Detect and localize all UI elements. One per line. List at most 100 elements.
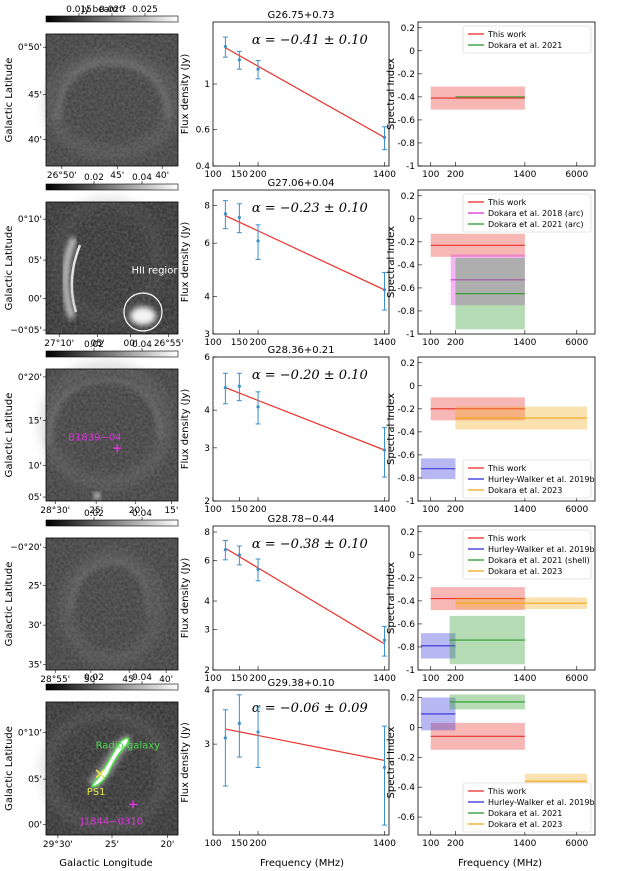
data-point: [382, 638, 387, 642]
index-ytick-label: 0.2: [401, 693, 415, 703]
image-xtick-label: 05': [91, 339, 105, 349]
data-point: [237, 215, 241, 220]
flux-ytick-label: 2: [204, 666, 210, 676]
image-ytick-label: 15': [28, 416, 42, 426]
flux-ytick-label: 4: [204, 597, 210, 607]
legend-label: Dokara et al. 2023: [488, 820, 562, 829]
image-annotation: PS1: [87, 787, 106, 798]
data-point: [256, 730, 260, 734]
index-frame: [417, 189, 596, 335]
image-xtick-label: 29°30': [43, 840, 73, 850]
image-ytick-label: 0°10': [18, 729, 42, 739]
index-ytick-label: -0.4: [397, 93, 415, 103]
index-panel-1: 100 200 1400 6000 -1 -0.8 -0.6 -0.4 -0.2 0 0.2 Spec…: [386, 21, 596, 180]
flux-ytick-label: 4: [204, 406, 210, 416]
flux-xtick-label: 1400: [373, 338, 396, 348]
image-frame: [45, 33, 179, 167]
index-xtick-label: 100: [422, 839, 439, 849]
index-ytick-label: 0: [409, 723, 415, 733]
index-xtick-label: 6000: [565, 170, 588, 180]
index-panel-5: 100 200 1400 6000 -0.6 -0.4 -0.2 0 0.2 Spectral I…: [386, 689, 596, 849]
index-ytick-label: 0: [409, 551, 415, 561]
fit-line: [225, 547, 385, 645]
colorbar-tick-label: 0.04: [132, 509, 152, 519]
flux-xtick-label: 1400: [373, 505, 396, 515]
data-point: [223, 736, 227, 740]
index-ytick-label: -0.8: [397, 643, 415, 653]
index-xtick-label: 1400: [513, 338, 536, 348]
legend-box: [462, 193, 592, 233]
flux-ytick-label: 6: [204, 353, 210, 363]
flux-xtick-label: 100: [204, 674, 221, 684]
index-ytick-label: -1: [406, 666, 415, 676]
index-ytick-label: -0.6: [397, 451, 415, 461]
legend-label: Dokara et al. 2021: [488, 41, 562, 50]
index-xtick-label: 1400: [513, 839, 536, 849]
legend-label: Dokara et al. 2018 (arc): [488, 209, 584, 218]
index-ytick-label: 0: [409, 47, 415, 57]
fit-line: [225, 728, 385, 762]
index-ytick-label: -0.8: [397, 307, 415, 317]
colorbar-tick-label: 0.020: [99, 5, 125, 15]
image-panel-5: 0.02 0.04 Radio galaxy PS1 J1844−0310 29°30'…: [4, 673, 179, 850]
flux-ylabel: Flux density (Jy): [180, 389, 191, 470]
colorbar: [45, 183, 179, 191]
flux-ytick-label: 3: [204, 740, 210, 750]
legend-label: This work: [487, 464, 527, 473]
flux-frame: [212, 21, 390, 167]
index-xtick-label: 6000: [565, 338, 588, 348]
index-xtick-label: 100: [422, 505, 439, 515]
index-ytick-label: -1: [406, 330, 415, 340]
index-xtick-label: 100: [422, 170, 439, 180]
flux-xtick-label: 150: [231, 170, 248, 180]
source-marker: [113, 444, 122, 453]
colorbar: [45, 350, 179, 358]
image-frame: [45, 537, 179, 671]
index-ytick-label: -0.4: [397, 597, 415, 607]
index-ytick-label: 0.2: [401, 24, 415, 34]
flux-ylabel: Flux density (Jy): [180, 558, 191, 639]
flux-ytick-label: 3: [204, 626, 210, 636]
flux-xtick-label: 1400: [373, 170, 396, 180]
image-ylabel: Galactic Latitude: [4, 726, 15, 811]
colorbar-tick-label: 0.04: [132, 173, 152, 183]
colorbar-tick-label: 0.04: [132, 673, 152, 683]
flux-frame: [212, 525, 390, 671]
index-ytick-label: -0.4: [397, 783, 415, 793]
index-panel-2: 100 200 1400 6000 -1 -0.8 -0.6 -0.4 -0.2 0 0.2 Spec…: [386, 189, 596, 348]
flux-xtick-label: 200: [249, 839, 266, 849]
index-ytick-label: -0.6: [397, 284, 415, 294]
image-xlabel: Galactic Longitude: [59, 858, 152, 869]
flux-frame: [212, 189, 390, 335]
colorbar-tick-label: 0.02: [84, 673, 104, 683]
legend-label: Dokara et al. 2021: [488, 809, 562, 818]
index-xtick-label: 1400: [513, 505, 536, 515]
flux-ytick-label: 8: [204, 528, 210, 538]
image-xtick-label: 45': [122, 675, 136, 685]
index-frame: [417, 356, 596, 502]
image-ytick-label: 0°50': [18, 43, 42, 53]
image-ytick-label: 0°20': [18, 373, 42, 383]
colorbar-tick-label: 0.02: [84, 340, 104, 350]
flux-title: G29.38+0.10: [267, 678, 334, 689]
index-ytick-label: 0.2: [401, 192, 415, 202]
image-panel-2: 0.02 0.04 HII region 27°10' 05' 00' 26°55' 0°1…: [4, 173, 184, 349]
flux-ylabel: Flux density (Jy): [180, 722, 191, 803]
image-xtick-label: 15': [164, 506, 178, 516]
flux-ytick-label: 0.6: [196, 126, 211, 136]
image-annotation: HII region: [131, 265, 179, 276]
legend-label: Hurley-Walker et al. 2019b: [488, 475, 595, 484]
flux-ytick-label: 2: [204, 497, 210, 507]
image-ylabel: Galactic Latitude: [4, 562, 15, 647]
index-xtick-label: 200: [447, 505, 464, 515]
colorbar-tick-label: 0.04: [132, 340, 152, 350]
index-ytick-label: -0.2: [397, 70, 415, 80]
alpha-label: α = −0.23 ± 0.10: [252, 201, 368, 216]
flux-ytick-label: 4: [204, 686, 210, 696]
legend-label: Hurley-Walker et al. 2019b: [488, 545, 595, 554]
legend-label: Dokara et al. 2023: [488, 567, 562, 576]
legend-label: Hurley-Walker et al. 2019b: [488, 798, 595, 807]
index-panel-3: 100 200 1400 6000 -1 -0.8 -0.6 -0.4 -0.2 0 0.2 Spec…: [386, 356, 596, 515]
image-xtick-label: 26°55': [154, 339, 184, 349]
source-marker: [129, 800, 138, 809]
